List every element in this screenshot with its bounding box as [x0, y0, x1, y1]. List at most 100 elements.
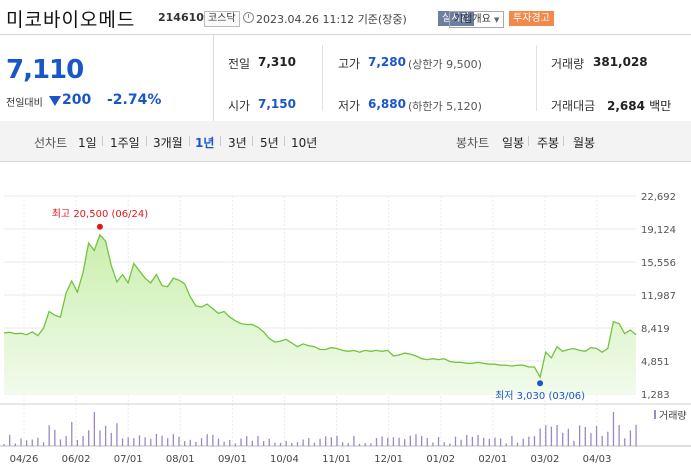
- tab-3year[interactable]: 3년: [228, 136, 247, 150]
- volume-bar: [99, 430, 101, 446]
- tab-5year[interactable]: 5년: [260, 136, 279, 150]
- volume-bar: [9, 434, 11, 446]
- change-label: 전일대비: [6, 98, 43, 109]
- volume-bar: [618, 424, 620, 446]
- volume-bar: [612, 412, 615, 446]
- x-tick-label: 03/02: [530, 454, 559, 465]
- volume-bar: [257, 436, 259, 446]
- volume-bar: [25, 440, 28, 446]
- volume-bar: [246, 436, 248, 446]
- prev-close-label: 전일: [228, 57, 251, 71]
- x-tick-label: 11/01: [322, 454, 351, 465]
- company-overview-label: 기업개요: [454, 14, 491, 25]
- investment-warning-badge[interactable]: 투자경고: [509, 11, 554, 26]
- volume-bar: [415, 434, 417, 446]
- volume-bar: [104, 425, 107, 446]
- tab-1year[interactable]: 1년: [195, 136, 215, 150]
- high-value: 7,280: [368, 55, 406, 69]
- stock-header: 미코바이오메드 214610 코스닥 2023.04.26 11:12 기준(장…: [0, 0, 691, 34]
- amount-value: 2,684 백만: [607, 99, 672, 113]
- realtime-button[interactable]: 실시간: [438, 11, 474, 26]
- tab-1week[interactable]: 1주일: [110, 136, 140, 150]
- volume-bar: [505, 443, 507, 446]
- volume-bar: [296, 442, 299, 446]
- volume-bar: [443, 442, 445, 446]
- current-price-box: 7,110 전일대비 200 -2.74%: [0, 35, 214, 121]
- volume-bar: [319, 438, 321, 446]
- volume-bar: [291, 442, 293, 446]
- stock-name[interactable]: 미코바이오메드: [6, 9, 136, 31]
- volume-label: 거래량: [551, 57, 585, 71]
- y-tick-label: 1,283: [641, 390, 670, 401]
- tab-weekly-candle[interactable]: 주봉: [537, 136, 560, 150]
- volume-bar: [268, 438, 270, 446]
- volume-bar: [420, 435, 423, 446]
- low-annotation: 최저 3,030 (03/06): [495, 390, 585, 402]
- x-tick-label: 01/02: [426, 454, 455, 465]
- volume-bar: [150, 438, 152, 446]
- amount-label: 거래대금: [551, 99, 596, 113]
- volume-value: 381,028: [593, 55, 648, 69]
- volume-bar: [449, 443, 451, 446]
- volume-bar: [93, 412, 95, 446]
- volume-bar: [121, 438, 124, 446]
- volume-bar: [37, 437, 39, 446]
- x-tick-label: 07/01: [114, 454, 143, 465]
- volume-bar: [200, 438, 203, 446]
- change-value: 200: [62, 92, 92, 108]
- volume-bar: [471, 436, 474, 446]
- volume-bar: [494, 437, 496, 446]
- volume-bar: [528, 436, 530, 446]
- tab-monthly-candle[interactable]: 월봉: [573, 136, 596, 150]
- y-tick-label: 15,556: [641, 258, 676, 269]
- volume-bar: [550, 426, 553, 446]
- volume-bar: [116, 423, 118, 446]
- current-price: 7,110: [6, 55, 84, 85]
- volume-bar: [82, 435, 84, 446]
- volume-bar: [127, 437, 129, 446]
- high-label: 고가: [338, 57, 361, 71]
- volume-bar: [59, 439, 62, 446]
- volume-bar: [426, 438, 428, 446]
- volume-bar: [562, 432, 564, 446]
- tab-3month[interactable]: 3개월: [153, 136, 183, 150]
- volume-bar: [595, 425, 598, 446]
- x-tick-label: 04/03: [583, 454, 612, 465]
- x-tick-label: 12/01: [374, 454, 403, 465]
- volume-bar: [133, 438, 135, 446]
- tab-daily-candle[interactable]: 일봉: [502, 136, 525, 150]
- open-value: 7,150: [258, 97, 296, 111]
- volume-bar: [404, 439, 406, 446]
- price-area: [4, 234, 636, 394]
- volume-bar: [375, 438, 378, 446]
- volume-bar: [223, 441, 225, 446]
- volume-bar: [155, 434, 158, 446]
- volume-bar: [432, 442, 434, 446]
- volume-bar: [229, 439, 231, 446]
- volume-bar: [308, 438, 310, 446]
- volume-bar: [20, 438, 22, 446]
- volume-bar: [578, 425, 581, 446]
- volume-bar: [398, 437, 400, 446]
- volume-bar: [370, 443, 372, 446]
- volume-bar: [217, 438, 220, 446]
- x-tick-label: 04/26: [10, 454, 39, 465]
- volume-bar: [302, 439, 304, 446]
- tab-10year[interactable]: 10년: [291, 136, 318, 150]
- volume-bar: [189, 439, 191, 446]
- tab-1day[interactable]: 1일: [78, 136, 97, 150]
- volume-bar: [601, 435, 603, 446]
- price-line: [3, 233, 637, 380]
- y-tick-label: 22,692: [641, 192, 676, 203]
- x-tick-label: 08/01: [166, 454, 195, 465]
- volume-bar: [279, 442, 282, 446]
- volume-bar: [161, 435, 163, 446]
- upper-limit: (상한가 9,500): [408, 58, 482, 71]
- company-overview-dropdown[interactable]: 기업개요 ▼: [449, 11, 505, 28]
- market-badge: 코스닥: [204, 11, 240, 27]
- volume-bar: [584, 426, 586, 446]
- volume-bar: [590, 433, 592, 446]
- volume-bar: [466, 434, 468, 446]
- line-chart-heading: 선차트: [34, 136, 68, 150]
